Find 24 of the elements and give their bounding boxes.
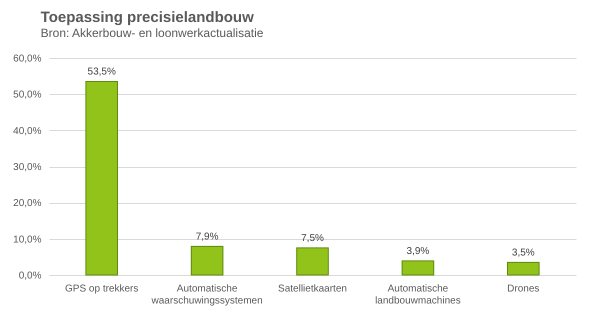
y-tick-label: 60,0%	[13, 54, 42, 64]
bar	[296, 247, 329, 276]
data-label: 7,5%	[301, 232, 324, 244]
y-tick-label: 0,0%	[18, 270, 42, 282]
y-tick-label: 20,0%	[13, 198, 42, 210]
x-tick-label: Automatische waarschuwingssystemen	[150, 284, 263, 306]
x-tick-label: Automatische landbouwmachines	[375, 284, 461, 306]
y-tick-label: 30,0%	[13, 162, 42, 173]
bar	[402, 260, 434, 276]
y-tick-label: 50,0%	[13, 90, 42, 101]
bar	[190, 246, 224, 276]
x-tick-label: Drones	[507, 284, 540, 294]
y-tick-label: 10,0%	[13, 234, 42, 246]
data-label: 53,5%	[88, 66, 116, 78]
chart-title: Toepassing precisielandbouw	[40, 9, 254, 26]
bar	[506, 262, 540, 276]
x-tick-label: GPS op trekkers	[65, 284, 138, 294]
data-label: 3,5%	[512, 247, 535, 258]
chart-subtitle: Bron: Akkerbouw- en loonwerkactualisatie	[40, 26, 264, 40]
bar	[85, 81, 118, 276]
data-label: 3,9%	[406, 246, 430, 257]
data-label: 7,9%	[196, 231, 219, 242]
y-tick-label: 40,0%	[13, 126, 42, 137]
x-tick-label: Satellietkaarten	[278, 284, 347, 294]
